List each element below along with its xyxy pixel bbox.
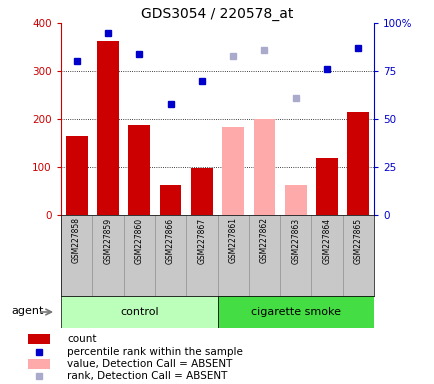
Bar bbox=[123, 215, 155, 296]
Bar bbox=[191, 169, 212, 215]
Text: GSM227860: GSM227860 bbox=[135, 217, 143, 263]
Text: GSM227864: GSM227864 bbox=[322, 217, 331, 263]
Bar bbox=[253, 119, 275, 215]
Text: GSM227862: GSM227862 bbox=[260, 217, 268, 263]
Text: GSM227858: GSM227858 bbox=[72, 217, 81, 263]
Text: cigarette smoke: cigarette smoke bbox=[250, 307, 340, 317]
Text: control: control bbox=[120, 307, 158, 317]
Title: GDS3054 / 220578_at: GDS3054 / 220578_at bbox=[141, 7, 293, 21]
Bar bbox=[61, 215, 92, 296]
Bar bbox=[159, 185, 181, 215]
Bar bbox=[66, 136, 87, 215]
Text: percentile rank within the sample: percentile rank within the sample bbox=[67, 347, 243, 357]
Bar bbox=[97, 41, 118, 215]
Bar bbox=[217, 215, 248, 296]
Bar bbox=[28, 359, 50, 369]
Text: GSM227867: GSM227867 bbox=[197, 217, 206, 263]
Bar bbox=[61, 296, 217, 328]
Bar bbox=[155, 215, 186, 296]
Bar bbox=[222, 127, 243, 215]
Text: GSM227859: GSM227859 bbox=[103, 217, 112, 263]
Text: GSM227861: GSM227861 bbox=[228, 217, 237, 263]
Text: agent: agent bbox=[11, 306, 43, 316]
Bar bbox=[92, 215, 123, 296]
Text: value, Detection Call = ABSENT: value, Detection Call = ABSENT bbox=[67, 359, 232, 369]
Text: GSM227865: GSM227865 bbox=[353, 217, 362, 263]
Bar bbox=[217, 296, 373, 328]
Bar bbox=[316, 159, 337, 215]
Bar bbox=[284, 185, 306, 215]
Text: count: count bbox=[67, 334, 97, 344]
Bar bbox=[186, 215, 217, 296]
Text: rank, Detection Call = ABSENT: rank, Detection Call = ABSENT bbox=[67, 371, 227, 381]
Bar bbox=[347, 112, 368, 215]
Text: GSM227863: GSM227863 bbox=[291, 217, 299, 263]
Text: GSM227866: GSM227866 bbox=[166, 217, 174, 263]
Bar bbox=[248, 215, 279, 296]
Bar bbox=[311, 215, 342, 296]
Bar bbox=[342, 215, 373, 296]
Bar bbox=[279, 215, 311, 296]
Bar bbox=[128, 125, 150, 215]
Bar bbox=[28, 334, 50, 344]
